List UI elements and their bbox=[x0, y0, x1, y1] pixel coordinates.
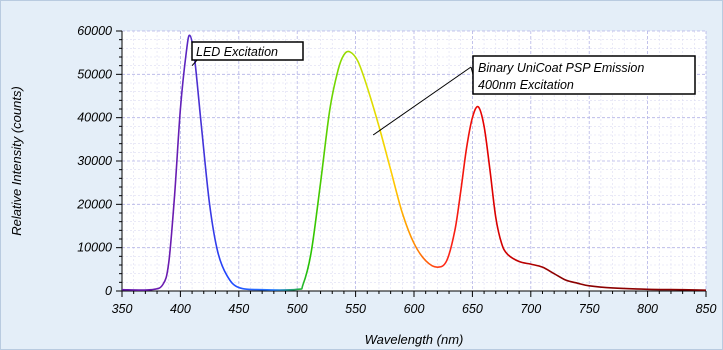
annotation-led-excitation: LED Excitation bbox=[196, 45, 278, 59]
x-tick-label: 800 bbox=[637, 302, 658, 316]
x-tick-label: 850 bbox=[696, 302, 717, 316]
x-tick-label: 750 bbox=[579, 302, 600, 316]
y-tick-label: 60000 bbox=[77, 24, 112, 38]
x-tick-label: 550 bbox=[345, 302, 366, 316]
series-line-spectrum bbox=[121, 34, 707, 291]
y-tick-label: 0 bbox=[105, 284, 112, 298]
x-tick-label: 500 bbox=[287, 302, 308, 316]
y-tick-label: 10000 bbox=[77, 241, 112, 255]
annotation-box-led bbox=[191, 41, 304, 61]
x-tick-label: 650 bbox=[462, 302, 483, 316]
y-ticks: 0 10000 20000 30000 40000 50000 60000 bbox=[76, 24, 122, 298]
x-tick-label: 450 bbox=[228, 302, 249, 316]
annotations: LED Excitation Binary UniCoat PSP Emissio… bbox=[191, 41, 696, 136]
x-tick-label: 600 bbox=[404, 302, 425, 316]
y-tick-label: 40000 bbox=[77, 111, 112, 125]
annotation-box-emission bbox=[472, 55, 696, 95]
y-tick-label: 50000 bbox=[77, 67, 112, 81]
y-tick-label: 20000 bbox=[76, 197, 112, 211]
x-axis-label: Wavelength (nm) bbox=[365, 332, 464, 347]
annotation-emission-line2: 400nm Excitation bbox=[478, 78, 574, 92]
annotation-emission-line1: Binary UniCoat PSP Emission bbox=[478, 61, 644, 75]
x-tick-label: 400 bbox=[170, 302, 191, 316]
y-axis-label: Relative Intensity (counts) bbox=[9, 86, 24, 236]
x-tick-label: 350 bbox=[112, 302, 133, 316]
x-tick-label: 700 bbox=[520, 302, 541, 316]
annotation-arrow-emission-1 bbox=[372, 66, 472, 136]
y-tick-label: 30000 bbox=[77, 154, 112, 168]
x-ticks: 350 400 450 500 550 600 650 700 750 800 850 bbox=[112, 291, 717, 316]
